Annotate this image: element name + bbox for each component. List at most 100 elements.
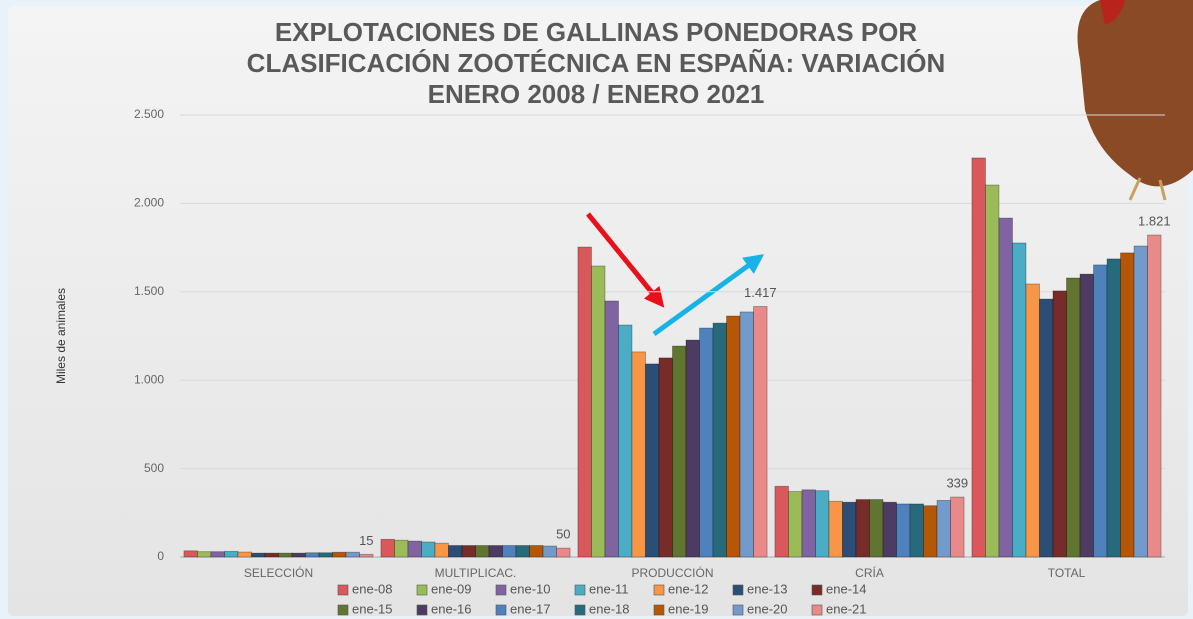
bar (753, 306, 768, 558)
bar (291, 552, 306, 558)
bar (380, 538, 395, 558)
legend-swatch (574, 584, 586, 596)
legend-swatch (653, 584, 665, 596)
bar (726, 315, 741, 558)
x-tick-label: SELECCIÓN (244, 565, 313, 580)
legend-swatch (495, 584, 507, 596)
bar (1066, 277, 1081, 558)
bar (685, 339, 700, 558)
bar (774, 485, 789, 558)
bar (394, 539, 409, 558)
bar (448, 545, 463, 558)
legend-label: ene-08 (352, 581, 392, 596)
legend-swatch (732, 584, 744, 596)
x-tick-label: PRODUCCIÓN (631, 565, 713, 580)
data-label: 339 (946, 476, 968, 491)
legend-label: ene-20 (747, 601, 787, 616)
bar (842, 501, 857, 558)
legend-swatch (732, 604, 744, 616)
bar (1120, 252, 1135, 558)
bar (264, 552, 279, 558)
bar (604, 300, 619, 558)
bar (542, 545, 557, 558)
bar (869, 499, 884, 558)
x-tick-label: CRÍA (855, 565, 884, 580)
bar (224, 550, 239, 558)
bar (739, 311, 754, 558)
data-label: 50 (556, 527, 570, 542)
bar (1079, 273, 1094, 558)
bar (618, 324, 633, 558)
title-line: CLASIFICACIÓN ZOOTÉCNICA EN ESPAÑA: VARI… (247, 48, 946, 78)
decline-arrow (586, 212, 665, 308)
data-label: 1.821 (1138, 213, 1171, 228)
legend-label: ene-13 (747, 581, 787, 596)
bar (332, 551, 347, 558)
legend-swatch (495, 604, 507, 616)
bar (1093, 264, 1108, 558)
bar (712, 322, 727, 558)
legend-swatch (416, 584, 428, 596)
legend-swatch (337, 604, 349, 616)
bar (183, 550, 198, 558)
bar (502, 545, 517, 558)
bar (971, 157, 986, 558)
bar (318, 552, 333, 558)
legend-label: ene-12 (668, 581, 708, 596)
bar (305, 552, 320, 558)
bar (1147, 234, 1162, 558)
bar (421, 541, 436, 558)
bar (278, 552, 293, 558)
legend-swatch (653, 604, 665, 616)
title-line: ENERO 2008 / ENERO 2021 (428, 79, 765, 109)
bar (645, 363, 660, 558)
bar (407, 540, 422, 558)
bar (591, 265, 606, 558)
bar (631, 351, 646, 558)
bar (923, 505, 938, 558)
legend-swatch (574, 604, 586, 616)
bar (434, 542, 449, 558)
bar (515, 545, 530, 558)
bar (359, 553, 374, 558)
bar (210, 551, 225, 558)
bar (237, 551, 252, 558)
bar (998, 217, 1013, 558)
title-line: EXPLOTACIONES DE GALLINAS PONEDORAS POR (275, 17, 918, 47)
legend-label: ene-14 (826, 581, 866, 596)
legend-label: ene-15 (352, 601, 392, 616)
legend-swatch (811, 604, 823, 616)
y-tick-label: 1.500 (134, 284, 164, 298)
bar (950, 496, 965, 558)
legend-label: ene-11 (589, 581, 629, 596)
x-tick-label: MULTIPLICAC. (435, 566, 517, 580)
legend-label: ene-16 (431, 601, 471, 616)
legend-label: ene-10 (510, 581, 550, 596)
bar (828, 500, 843, 558)
chart-title: EXPLOTACIONES DE GALLINAS PONEDORAS POR … (247, 17, 946, 109)
bar (985, 184, 1000, 558)
bar (1133, 245, 1148, 558)
legend-swatch (416, 604, 428, 616)
bar (1106, 258, 1121, 558)
bar (788, 491, 803, 558)
legend-label: ene-19 (668, 601, 708, 616)
x-tick-label: TOTAL (1048, 566, 1086, 580)
legend-label: ene-17 (510, 601, 550, 616)
bar (529, 545, 544, 558)
bar (855, 499, 870, 558)
bar (882, 501, 897, 558)
y-tick-label: 0 (157, 549, 164, 563)
bar (1039, 298, 1054, 558)
bar (896, 503, 911, 558)
bar (577, 246, 592, 558)
hen-illustration (1077, 0, 1193, 201)
y-tick-label: 2.500 (134, 107, 164, 121)
bar (815, 490, 830, 558)
bar (251, 552, 266, 558)
legend-swatch (337, 584, 349, 596)
data-label: 15 (359, 533, 373, 548)
bar (461, 545, 476, 558)
